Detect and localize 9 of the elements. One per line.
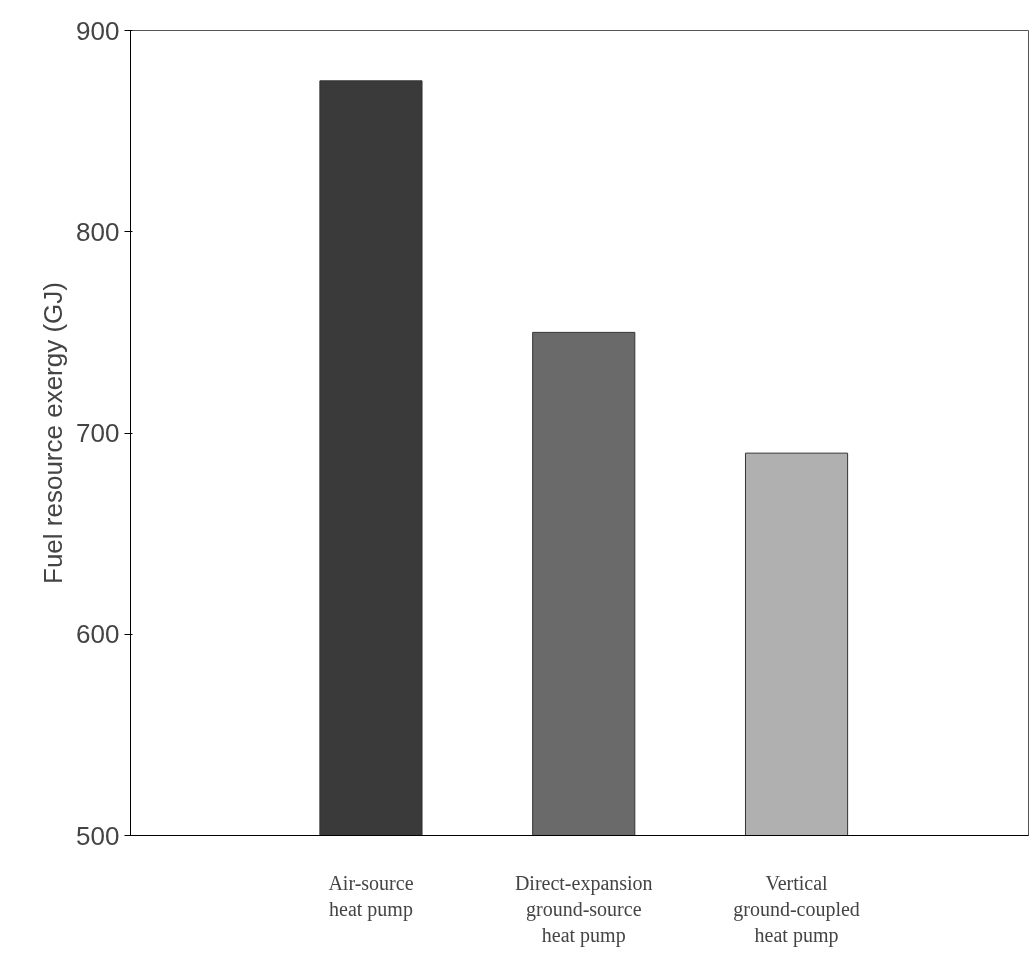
y-tick-label: 800: [76, 216, 120, 247]
x-tick-label: Vertical ground-coupled heat pump: [733, 871, 860, 948]
y-axis-title: Fuel resource exergy (GJ): [38, 282, 69, 584]
x-tick-label: Air-source heat pump: [328, 871, 414, 921]
x-tick-label: Direct-expansion ground-source heat pump: [514, 871, 653, 948]
y-tick-label: 900: [76, 15, 120, 46]
y-tick-label: 500: [76, 820, 120, 851]
y-tick-label: 700: [76, 418, 120, 448]
y-tick-label: 600: [76, 619, 120, 650]
